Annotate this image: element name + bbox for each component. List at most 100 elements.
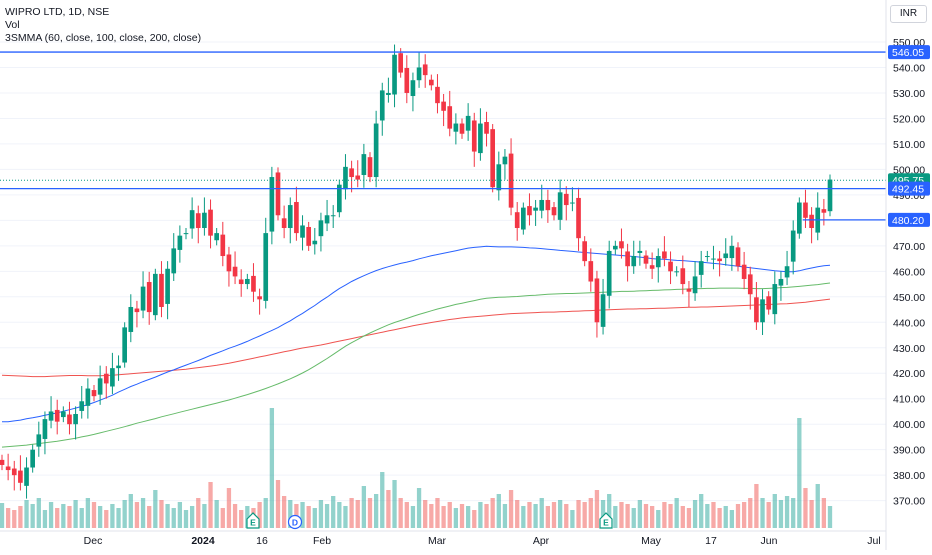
- candle-body: [674, 271, 679, 273]
- volume-bar: [140, 498, 146, 528]
- candle-body: [465, 115, 471, 131]
- candle: [815, 192, 821, 241]
- volume-bar: [404, 502, 409, 528]
- candle-body: [698, 261, 704, 275]
- candle: [521, 202, 526, 235]
- candle-body: [668, 261, 673, 272]
- candle: [827, 174, 833, 217]
- candle: [269, 166, 275, 245]
- candle-body: [447, 106, 453, 129]
- candle: [122, 322, 127, 368]
- volume-legend[interactable]: Vol: [5, 19, 20, 31]
- volume-bar: [827, 506, 833, 528]
- candle-body: [183, 233, 189, 235]
- volume-bar: [484, 504, 489, 528]
- candle-body: [637, 250, 643, 253]
- candle: [306, 221, 311, 251]
- candle: [171, 233, 177, 282]
- candle-body: [103, 373, 109, 384]
- candle-body: [312, 240, 318, 245]
- volume-bar: [643, 504, 649, 528]
- candle: [263, 217, 269, 309]
- candle: [300, 215, 305, 251]
- volume-bar: [551, 502, 557, 528]
- volume-bar: [472, 510, 477, 528]
- candle: [140, 271, 146, 319]
- time-tick-label: 16: [256, 535, 268, 547]
- volume-bar: [67, 506, 72, 528]
- candle: [649, 252, 655, 279]
- volume-bar: [55, 508, 60, 528]
- price-tick-label: 430.00: [893, 343, 925, 355]
- candle-body: [153, 273, 158, 316]
- volume-bar: [496, 494, 501, 528]
- volume-bar: [355, 500, 360, 528]
- candle-body: [245, 278, 250, 285]
- volume-bar: [410, 506, 416, 528]
- candle-body: [582, 241, 587, 262]
- earnings-event-marker[interactable]: [599, 512, 613, 529]
- candle-body: [300, 225, 305, 238]
- candle-body: [508, 153, 514, 208]
- candle: [275, 167, 281, 221]
- candle-body: [324, 215, 330, 224]
- candle: [373, 110, 379, 188]
- volume-bar: [656, 510, 661, 528]
- candle: [153, 268, 158, 321]
- candle: [790, 220, 796, 275]
- volume-bar: [189, 506, 195, 528]
- dividend-event-marker[interactable]: [287, 514, 303, 530]
- volume-bar: [61, 504, 66, 528]
- volume-bar: [380, 472, 385, 528]
- currency-badge[interactable]: INR: [890, 5, 927, 23]
- moving-average-legend[interactable]: 3SMMA (60, close, 100, close, 200, close…: [5, 32, 202, 44]
- volume-bar: [429, 504, 434, 528]
- volume-bar: [36, 498, 41, 528]
- volume-bar: [521, 506, 526, 528]
- volume-bar: [306, 506, 311, 528]
- candle-body: [809, 214, 814, 229]
- candle: [797, 197, 802, 239]
- candle-body: [202, 212, 207, 229]
- volume-bar: [392, 480, 397, 528]
- candle: [484, 111, 489, 147]
- candle: [379, 82, 385, 136]
- candle-body: [85, 388, 91, 406]
- candle: [189, 197, 195, 239]
- candle: [576, 187, 581, 251]
- candle: [490, 124, 495, 193]
- candle: [625, 243, 630, 282]
- candle: [692, 261, 698, 301]
- candle: [183, 228, 189, 240]
- volume-bar: [42, 510, 48, 528]
- candle-body: [232, 266, 238, 277]
- volume-bar: [177, 502, 183, 528]
- candle-body: [680, 268, 686, 285]
- volume-bar: [717, 508, 722, 528]
- candle-body: [165, 268, 170, 304]
- volume-bar: [232, 504, 238, 528]
- candle-body: [330, 215, 336, 217]
- candle: [735, 242, 741, 272]
- candle-body: [337, 184, 342, 213]
- volume-bar: [367, 498, 373, 528]
- symbol-line[interactable]: WIPRO LTD, 1D, NSE: [5, 6, 110, 18]
- volume-bar: [318, 500, 324, 528]
- earnings-event-marker[interactable]: [246, 512, 260, 529]
- candle: [459, 118, 465, 139]
- candle: [662, 236, 667, 267]
- volume-bar: [373, 494, 379, 528]
- candle-body: [649, 265, 655, 269]
- candle-body: [294, 202, 299, 234]
- event-marker-label: E: [603, 518, 609, 528]
- candle-body: [116, 365, 121, 369]
- candle: [754, 282, 759, 330]
- candle-body: [422, 64, 428, 76]
- volume-bar: [202, 504, 207, 528]
- candle-body: [600, 294, 606, 327]
- volume-bar: [447, 502, 452, 528]
- candle-body: [747, 274, 753, 295]
- volume-bar: [741, 502, 747, 528]
